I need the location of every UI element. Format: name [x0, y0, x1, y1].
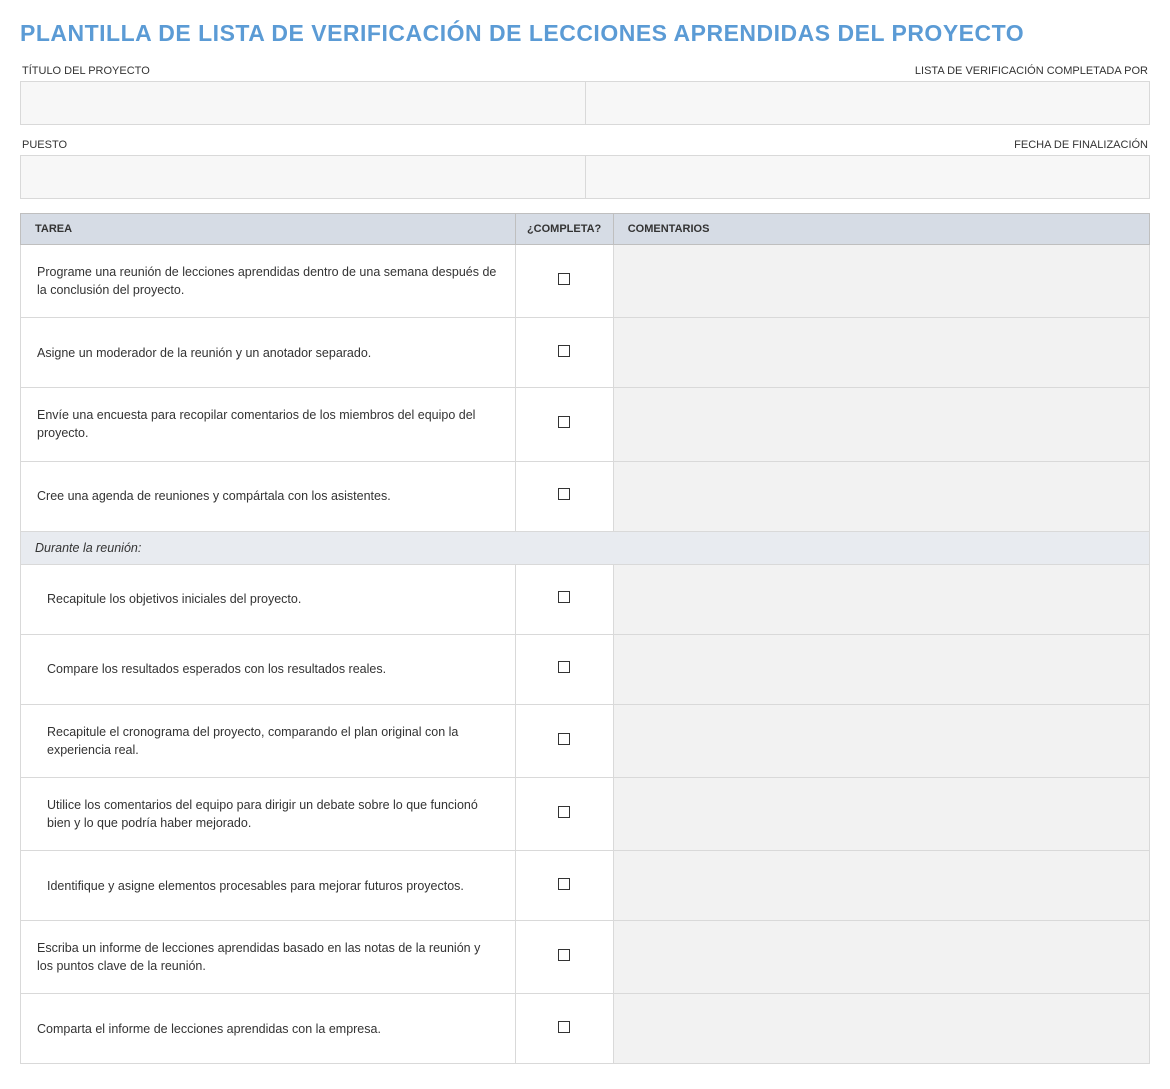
task-text: Comparta el informe de lecciones aprendi…	[21, 994, 516, 1064]
task-text: Compare los resultados esperados con los…	[21, 634, 516, 704]
complete-cell	[515, 318, 613, 388]
table-row: Recapitule el cronograma del proyecto, c…	[21, 704, 1150, 777]
task-text: Envíe una encuesta para recopilar coment…	[21, 388, 516, 461]
completion-date-label: FECHA DE FINALIZACIÓN	[585, 139, 1150, 151]
table-row: Compare los resultados esperados con los…	[21, 634, 1150, 704]
table-row: Cree una agenda de reuniones y compártal…	[21, 461, 1150, 531]
task-text: Recapitule los objetivos iniciales del p…	[21, 564, 516, 634]
checkbox[interactable]	[558, 488, 570, 500]
project-title-input[interactable]	[20, 81, 585, 125]
task-text: Cree una agenda de reuniones y compártal…	[21, 461, 516, 531]
comment-cell[interactable]	[613, 634, 1149, 704]
complete-cell	[515, 704, 613, 777]
checkbox[interactable]	[558, 806, 570, 818]
table-row: Utilice los comentarios del equipo para …	[21, 777, 1150, 850]
completed-by-field: LISTA DE VERIFICACIÓN COMPLETADA POR	[585, 65, 1150, 125]
comment-cell[interactable]	[613, 994, 1149, 1064]
section-row: Durante la reunión:	[21, 531, 1150, 564]
checkbox[interactable]	[558, 273, 570, 285]
table-row: Programe una reunión de lecciones aprend…	[21, 245, 1150, 318]
checkbox[interactable]	[558, 661, 570, 673]
completion-date-field: FECHA DE FINALIZACIÓN	[585, 139, 1150, 199]
task-text: Escriba un informe de lecciones aprendid…	[21, 921, 516, 994]
complete-cell	[515, 245, 613, 318]
col-task: TAREA	[21, 214, 516, 245]
complete-cell	[515, 851, 613, 921]
checklist-table: TAREA ¿COMPLETA? COMENTARIOS Programe un…	[20, 213, 1150, 1064]
table-row: Envíe una encuesta para recopilar coment…	[21, 388, 1150, 461]
comment-cell[interactable]	[613, 564, 1149, 634]
comment-cell[interactable]	[613, 388, 1149, 461]
position-input[interactable]	[20, 155, 585, 199]
table-row: Comparta el informe de lecciones aprendi…	[21, 994, 1150, 1064]
comment-cell[interactable]	[613, 921, 1149, 994]
comment-cell[interactable]	[613, 461, 1149, 531]
complete-cell	[515, 388, 613, 461]
comment-cell[interactable]	[613, 704, 1149, 777]
table-row: Identifique y asigne elementos procesabl…	[21, 851, 1150, 921]
checkbox[interactable]	[558, 416, 570, 428]
task-text: Utilice los comentarios del equipo para …	[21, 777, 516, 850]
completion-date-input[interactable]	[585, 155, 1150, 199]
checkbox[interactable]	[558, 345, 570, 357]
project-title-field: TÍTULO DEL PROYECTO	[20, 65, 585, 125]
comment-cell[interactable]	[613, 318, 1149, 388]
table-header-row: TAREA ¿COMPLETA? COMENTARIOS	[21, 214, 1150, 245]
completed-by-input[interactable]	[585, 81, 1150, 125]
col-complete: ¿COMPLETA?	[515, 214, 613, 245]
section-label: Durante la reunión:	[21, 531, 1150, 564]
checkbox[interactable]	[558, 591, 570, 603]
table-row: Escriba un informe de lecciones aprendid…	[21, 921, 1150, 994]
complete-cell	[515, 921, 613, 994]
complete-cell	[515, 777, 613, 850]
complete-cell	[515, 461, 613, 531]
comment-cell[interactable]	[613, 245, 1149, 318]
task-text: Asigne un moderador de la reunión y un a…	[21, 318, 516, 388]
task-text: Programe una reunión de lecciones aprend…	[21, 245, 516, 318]
checkbox[interactable]	[558, 733, 570, 745]
comment-cell[interactable]	[613, 851, 1149, 921]
task-text: Recapitule el cronograma del proyecto, c…	[21, 704, 516, 777]
complete-cell	[515, 564, 613, 634]
col-comments: COMENTARIOS	[613, 214, 1149, 245]
checkbox[interactable]	[558, 949, 570, 961]
position-label: PUESTO	[20, 139, 585, 151]
completed-by-label: LISTA DE VERIFICACIÓN COMPLETADA POR	[585, 65, 1150, 77]
meta-row-2: PUESTO FECHA DE FINALIZACIÓN	[20, 139, 1150, 199]
complete-cell	[515, 634, 613, 704]
meta-row-1: TÍTULO DEL PROYECTO LISTA DE VERIFICACIÓ…	[20, 65, 1150, 125]
table-row: Asigne un moderador de la reunión y un a…	[21, 318, 1150, 388]
comment-cell[interactable]	[613, 777, 1149, 850]
checkbox[interactable]	[558, 878, 570, 890]
checkbox[interactable]	[558, 1021, 570, 1033]
table-row: Recapitule los objetivos iniciales del p…	[21, 564, 1150, 634]
page-title: PLANTILLA DE LISTA DE VERIFICACIÓN DE LE…	[20, 20, 1150, 47]
complete-cell	[515, 994, 613, 1064]
task-text: Identifique y asigne elementos procesabl…	[21, 851, 516, 921]
position-field: PUESTO	[20, 139, 585, 199]
project-title-label: TÍTULO DEL PROYECTO	[20, 65, 585, 77]
